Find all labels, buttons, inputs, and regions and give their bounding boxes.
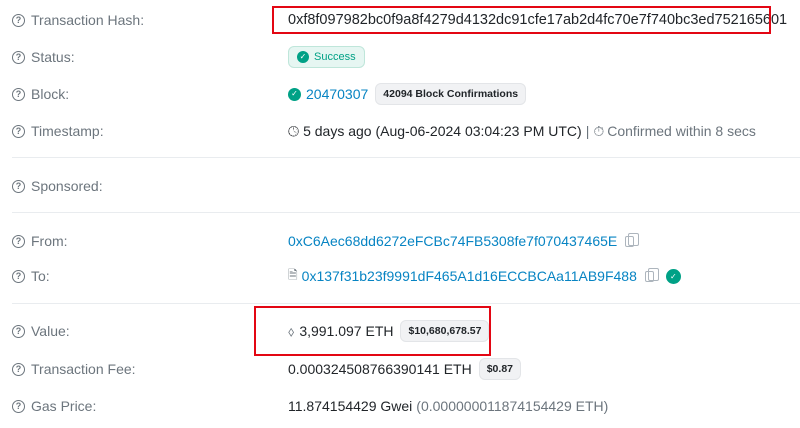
label: Transaction Fee:: [31, 361, 136, 377]
confirmations-badge: 42094 Block Confirmations: [375, 83, 527, 105]
ethereum-icon: ⬨: [288, 322, 295, 339]
divider: [12, 303, 800, 304]
eth-value: 3,991.097 ETH: [299, 323, 394, 339]
label: Block:: [31, 86, 70, 102]
label: Sponsored:: [31, 178, 103, 194]
row-block: ? Block: ✓ 20470307 42094 Block Confirmatio…: [0, 79, 800, 109]
check-circle-icon: ✓: [297, 51, 309, 63]
check-circle-icon: ✓: [288, 87, 301, 101]
help-icon[interactable]: ?: [12, 234, 25, 248]
to-address-link[interactable]: 0x137f31b23f9991dF465A1d16ECCBCAa11AB9F4…: [301, 268, 637, 284]
status-badge: ✓ Success: [288, 46, 365, 68]
highlight-box: [254, 306, 491, 356]
separator: |: [585, 123, 590, 139]
confirmed-time: Confirmed within 8 secs: [607, 123, 756, 139]
row-transaction-hash: ? Transaction Hash: 0xf8f097982bc0f9a8f42…: [0, 5, 800, 35]
fee-value: 0.000324508766390141 ETH: [288, 361, 472, 377]
status-text: Success: [314, 51, 356, 63]
gas-price-value: 11.874154429 Gwei: [288, 398, 413, 414]
label: From:: [31, 233, 68, 249]
label: Transaction Hash:: [31, 12, 145, 28]
divider: [12, 157, 800, 158]
row-transaction-fee: ? Transaction Fee: 0.000324508766390141 E…: [0, 354, 800, 384]
row-sponsored: ? Sponsored:: [0, 171, 800, 201]
copy-icon[interactable]: [644, 267, 659, 282]
help-icon[interactable]: ?: [12, 399, 25, 413]
timestamp-value: 5 days ago (Aug-06-2024 03:04:23 PM UTC): [303, 123, 582, 139]
fee-usd-badge: $0.87: [478, 358, 521, 380]
clock-icon: 🕓︎: [288, 122, 300, 139]
help-icon[interactable]: ?: [12, 179, 25, 193]
highlight-box: [272, 6, 771, 34]
label: To:: [31, 268, 50, 284]
contract-file-icon: 🗎: [288, 267, 298, 282]
help-icon[interactable]: ?: [12, 324, 25, 338]
row-timestamp: ? Timestamp: 🕓︎ 5 days ago (Aug-06-2024 03…: [0, 116, 800, 146]
gas-price-eth: (0.000000011874154429 ETH): [416, 398, 609, 414]
transaction-hash: 0xf8f097982bc0f9a8f4279d4132dc91cfe17ab2…: [288, 12, 788, 28]
stopwatch-icon: ⏱︎: [593, 122, 605, 139]
row-from: ? From: 0xC6Aec68dd6272eFCBc74FB5308fe7f0…: [0, 226, 800, 256]
help-icon[interactable]: ?: [12, 50, 25, 64]
block-link[interactable]: 20470307: [306, 86, 369, 102]
label: Value:: [31, 323, 70, 339]
help-icon[interactable]: ?: [12, 269, 25, 283]
verified-icon: ✓: [665, 268, 681, 284]
row-value: ? Value: ⬨ 3,991.097 ETH $10,680,678.57: [0, 316, 800, 346]
usd-value-badge: $10,680,678.57: [400, 320, 490, 342]
help-icon[interactable]: ?: [12, 13, 25, 27]
help-icon[interactable]: ?: [12, 124, 25, 138]
help-icon[interactable]: ?: [12, 87, 25, 101]
row-status: ? Status: ✓ Success: [0, 42, 800, 72]
copy-icon[interactable]: [625, 232, 640, 247]
divider: [12, 212, 800, 213]
label: Gas Price:: [31, 398, 97, 414]
from-address-link[interactable]: 0xC6Aec68dd6272eFCBc74FB5308fe7f07043746…: [288, 233, 618, 249]
help-icon[interactable]: ?: [12, 362, 25, 376]
row-gas-price: ? Gas Price: 11.874154429 Gwei (0.00000001…: [0, 391, 800, 421]
row-to: ? To: 🗎 0x137f31b23f9991dF465A1d16ECCBCAa1…: [0, 261, 800, 291]
label: Timestamp:: [31, 123, 104, 139]
label: Status:: [31, 49, 75, 65]
